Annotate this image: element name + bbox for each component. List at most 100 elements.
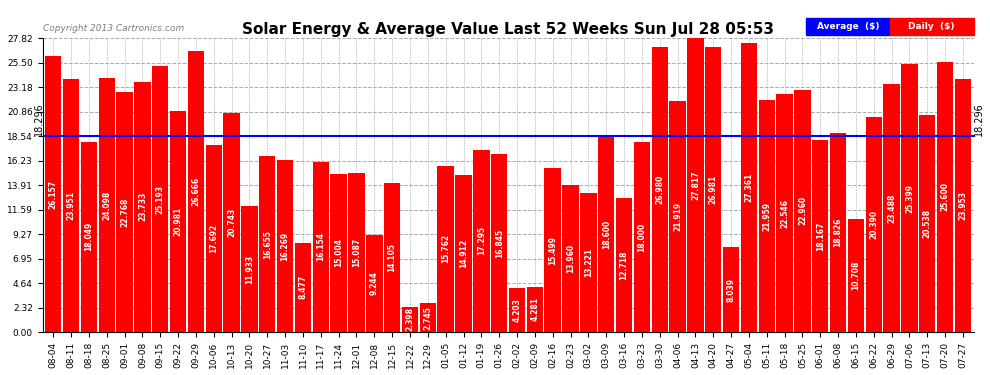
Text: 16.154: 16.154 — [316, 232, 326, 261]
Text: 4.203: 4.203 — [513, 298, 522, 322]
Text: 25.600: 25.600 — [940, 183, 949, 212]
Bar — [883, 84, 900, 332]
Bar — [776, 94, 793, 332]
Text: 12.718: 12.718 — [620, 250, 629, 280]
Text: 20.743: 20.743 — [227, 208, 237, 237]
Text: 15.762: 15.762 — [442, 234, 450, 264]
Text: 18.049: 18.049 — [84, 222, 93, 252]
Text: 15.499: 15.499 — [548, 236, 557, 265]
Text: 16.845: 16.845 — [495, 229, 504, 258]
Bar — [135, 81, 150, 332]
Text: 15.087: 15.087 — [352, 238, 361, 267]
Bar — [63, 79, 79, 332]
Text: 11.933: 11.933 — [245, 255, 254, 284]
Bar — [224, 113, 240, 332]
Text: 18.296: 18.296 — [974, 103, 984, 136]
Bar — [847, 219, 864, 332]
Bar — [758, 100, 775, 332]
Text: Daily  ($): Daily ($) — [909, 22, 955, 31]
Text: 18.600: 18.600 — [602, 219, 611, 249]
Text: 25.193: 25.193 — [155, 184, 164, 214]
Text: 23.953: 23.953 — [958, 191, 967, 220]
Text: 23.951: 23.951 — [66, 191, 75, 220]
Text: 18.167: 18.167 — [816, 222, 825, 251]
Bar — [277, 160, 293, 332]
Text: 14.105: 14.105 — [388, 243, 397, 272]
Bar — [438, 166, 453, 332]
Bar — [455, 175, 471, 332]
Bar — [865, 117, 882, 332]
Bar — [259, 156, 275, 332]
Bar — [420, 303, 436, 332]
Text: 13.960: 13.960 — [566, 244, 575, 273]
Text: 23.488: 23.488 — [887, 194, 896, 223]
Text: 2.745: 2.745 — [424, 306, 433, 330]
Bar — [919, 115, 936, 332]
Bar — [152, 66, 168, 332]
Text: 21.919: 21.919 — [673, 202, 682, 231]
Bar — [651, 47, 668, 332]
Text: 18.826: 18.826 — [834, 218, 842, 248]
Bar — [901, 64, 918, 332]
Text: 16.655: 16.655 — [262, 230, 272, 259]
Text: 20.390: 20.390 — [869, 210, 878, 239]
Bar — [954, 79, 971, 332]
Bar — [402, 307, 418, 332]
Text: 27.817: 27.817 — [691, 171, 700, 200]
Bar — [509, 288, 526, 332]
Bar — [491, 154, 508, 332]
Text: 16.269: 16.269 — [280, 232, 290, 261]
Text: 18.296: 18.296 — [34, 103, 44, 136]
Bar — [890, 18, 973, 36]
Bar — [812, 140, 829, 332]
Text: 20.538: 20.538 — [923, 209, 932, 238]
Bar — [295, 243, 311, 332]
Bar — [687, 39, 704, 332]
Bar — [741, 43, 757, 332]
Text: 8.477: 8.477 — [298, 275, 308, 300]
Text: 26.981: 26.981 — [709, 175, 718, 204]
Text: 13.221: 13.221 — [584, 248, 593, 277]
Text: 10.708: 10.708 — [851, 261, 860, 290]
Bar — [580, 192, 597, 332]
Text: 14.912: 14.912 — [459, 239, 468, 268]
Text: 26.666: 26.666 — [191, 177, 200, 206]
Text: 20.981: 20.981 — [173, 207, 182, 236]
Text: 18.000: 18.000 — [638, 222, 646, 252]
Text: 22.546: 22.546 — [780, 199, 789, 228]
Text: Average  ($): Average ($) — [817, 22, 879, 31]
Bar — [794, 90, 811, 332]
Bar — [206, 146, 222, 332]
Text: 25.399: 25.399 — [905, 183, 914, 213]
Bar — [937, 62, 953, 332]
Bar — [527, 287, 544, 332]
Bar — [830, 134, 846, 332]
Bar — [473, 150, 489, 332]
Bar — [384, 183, 400, 332]
Text: 17.692: 17.692 — [209, 224, 218, 254]
Bar — [669, 101, 686, 332]
Text: 23.733: 23.733 — [138, 192, 147, 222]
Text: 15.004: 15.004 — [335, 238, 344, 267]
Text: 4.281: 4.281 — [531, 297, 540, 321]
Bar — [170, 111, 186, 332]
Bar — [188, 51, 204, 332]
Text: 26.157: 26.157 — [49, 180, 57, 209]
Bar — [348, 173, 364, 332]
Title: Solar Energy & Average Value Last 52 Weeks Sun Jul 28 05:53: Solar Energy & Average Value Last 52 Wee… — [243, 22, 774, 37]
Text: 26.980: 26.980 — [655, 175, 664, 204]
Text: 2.398: 2.398 — [406, 308, 415, 332]
Bar — [99, 78, 115, 332]
Text: 8.039: 8.039 — [727, 278, 736, 302]
Bar — [313, 162, 329, 332]
Bar — [806, 18, 890, 36]
Bar — [45, 56, 61, 332]
Text: 21.959: 21.959 — [762, 202, 771, 231]
Bar — [723, 247, 740, 332]
Bar — [544, 168, 561, 332]
Bar — [366, 234, 382, 332]
Bar — [117, 92, 133, 332]
Bar — [331, 174, 346, 332]
Bar — [81, 141, 97, 332]
Text: Copyright 2013 Cartronics.com: Copyright 2013 Cartronics.com — [43, 24, 184, 33]
